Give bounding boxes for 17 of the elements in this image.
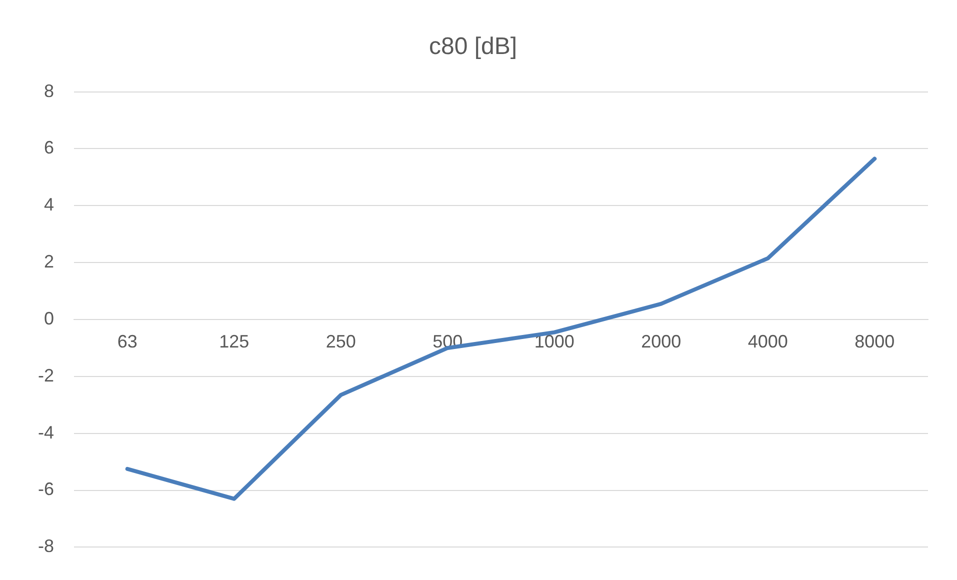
y-tick-label: 6 <box>44 138 54 158</box>
y-tick-label: -6 <box>38 479 54 500</box>
x-tick-label: 2000 <box>641 331 682 352</box>
x-tick-label: 250 <box>326 331 356 352</box>
x-tick-label: 4000 <box>748 331 788 352</box>
x-tick-label: 63 <box>117 331 138 352</box>
y-tick-label: 0 <box>44 308 54 328</box>
y-tick-label: -2 <box>38 365 54 386</box>
y-tick-label: 8 <box>44 80 54 101</box>
y-tick-label: 4 <box>44 194 54 215</box>
x-tick-label: 1000 <box>534 331 574 352</box>
y-tick-label: 2 <box>44 252 54 272</box>
x-tick-label: 8000 <box>854 331 895 352</box>
x-tick-label: 125 <box>219 331 250 352</box>
chart-title: c80 [dB] <box>428 33 518 60</box>
y-tick-label: -8 <box>38 536 54 556</box>
y-tick-label: -4 <box>38 422 54 442</box>
